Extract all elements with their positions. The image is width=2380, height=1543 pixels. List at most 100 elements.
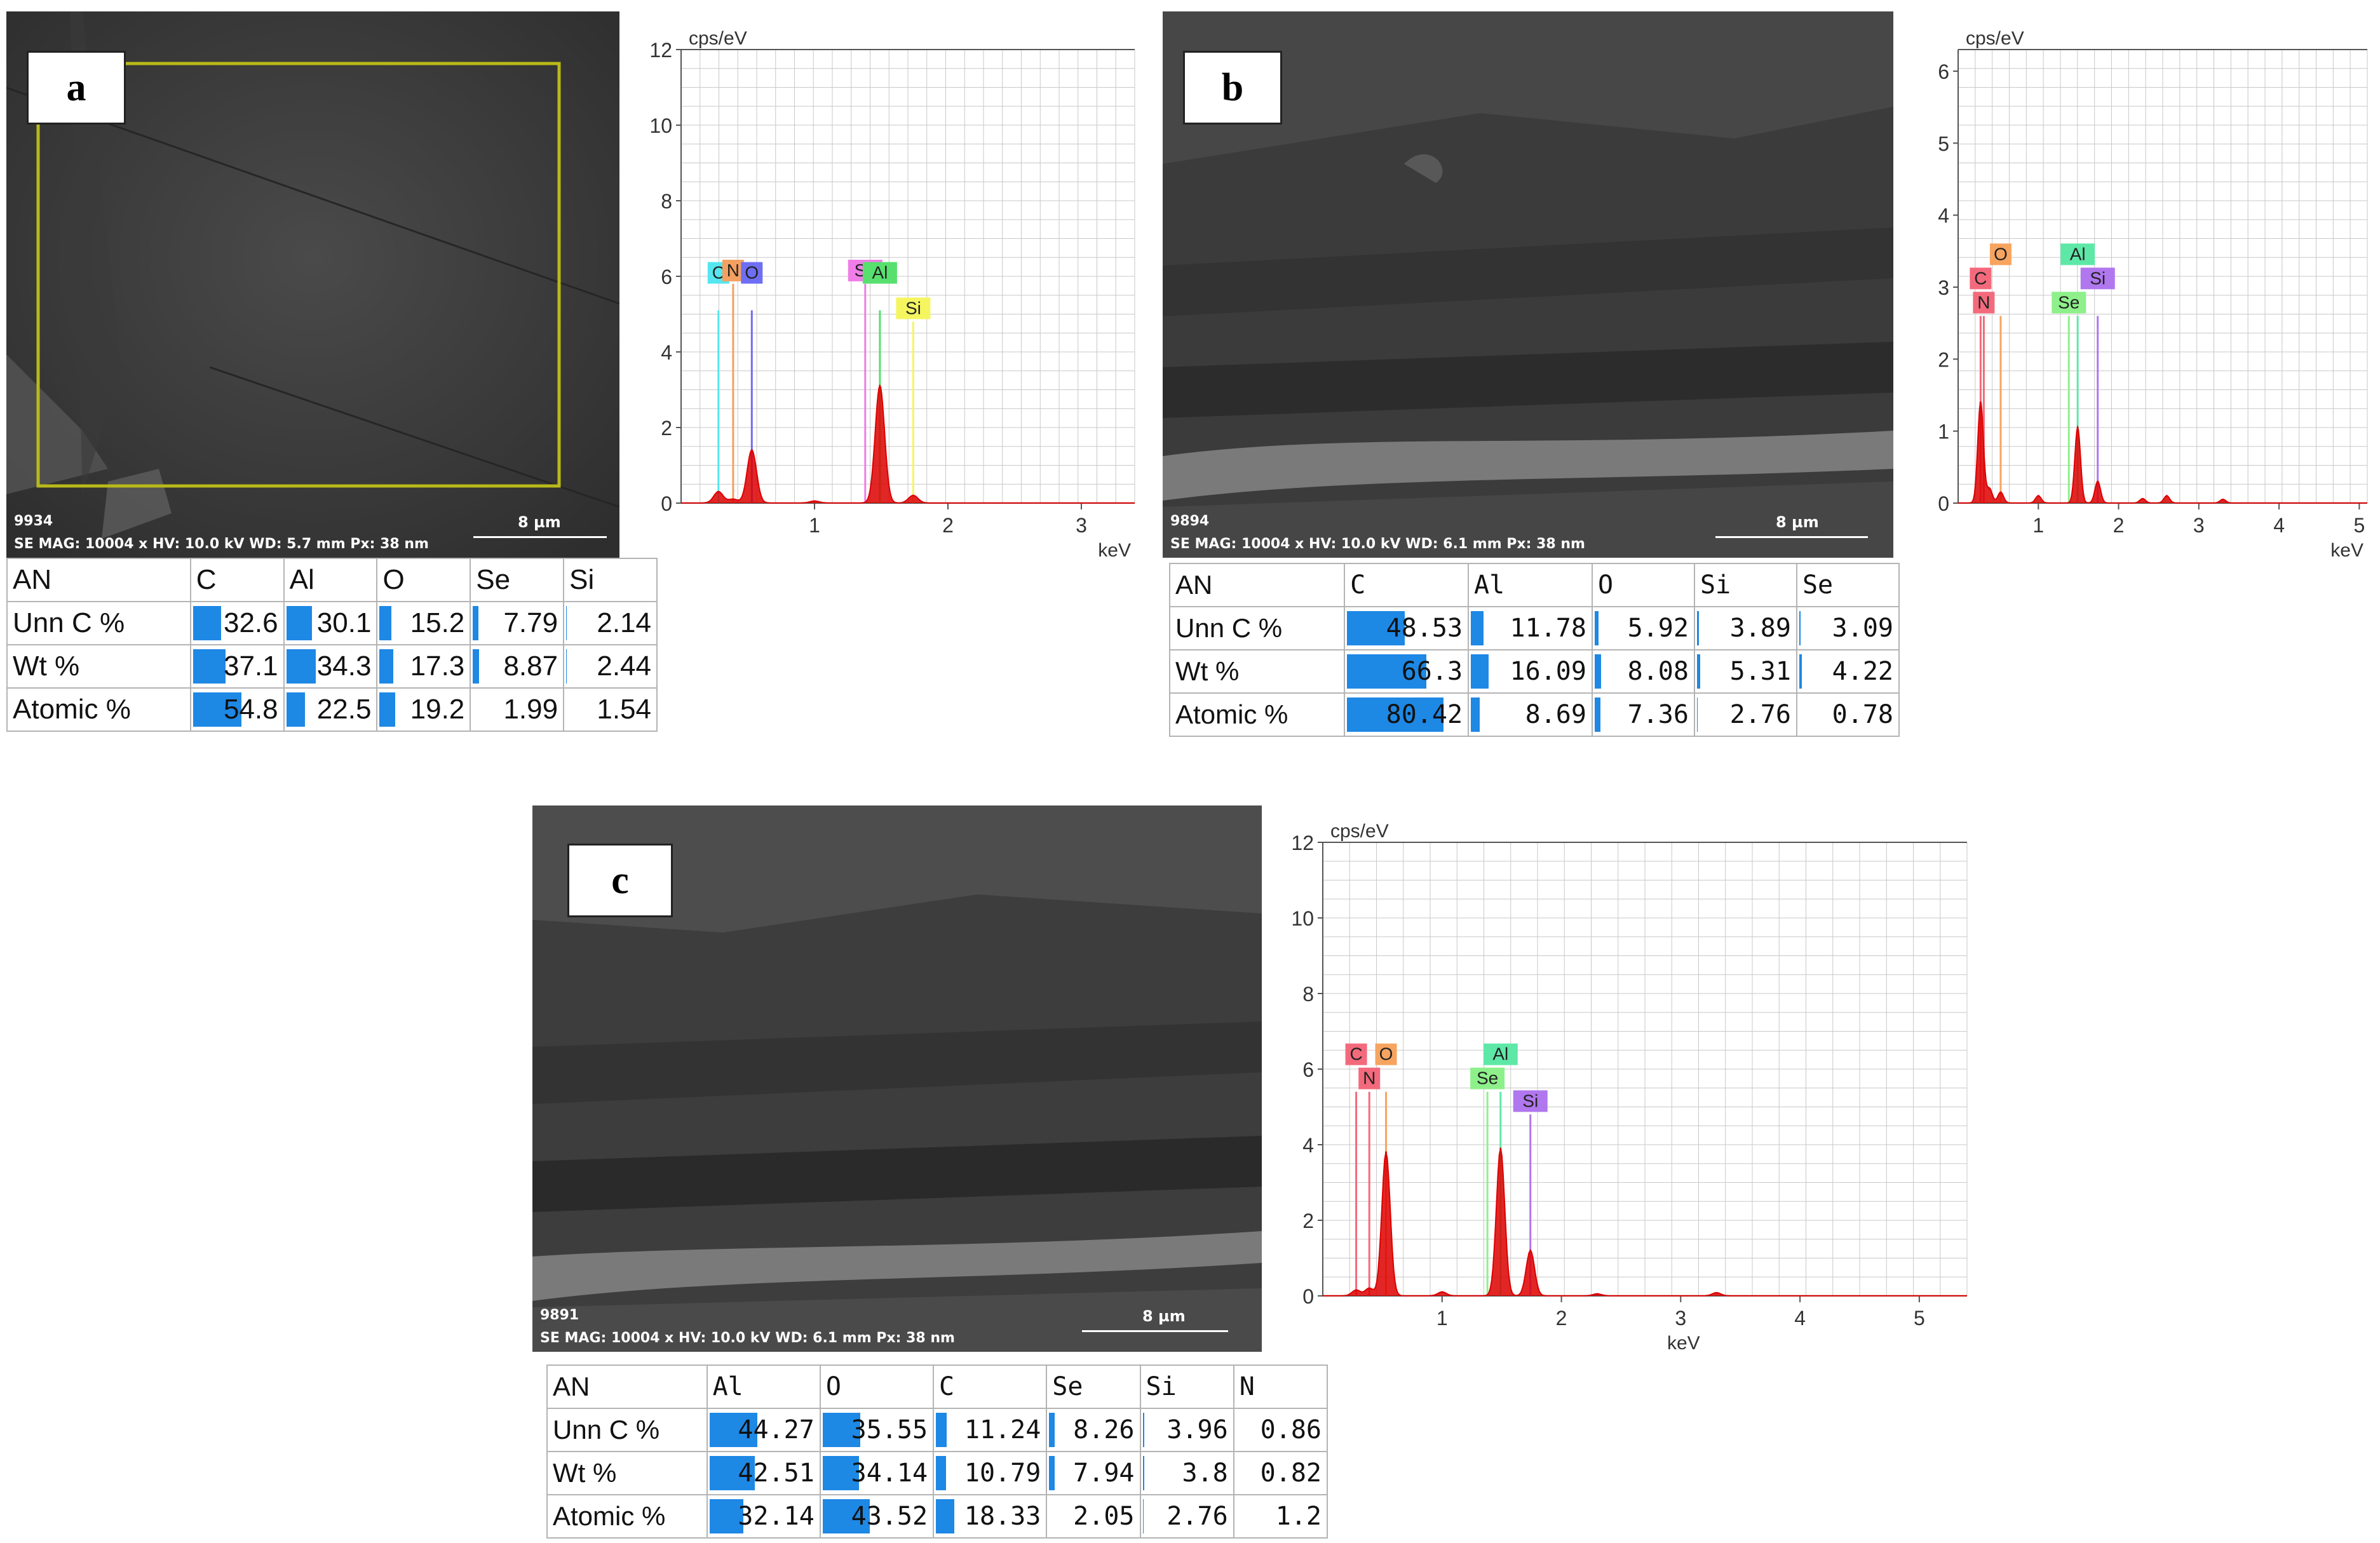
element-tag-label: O bbox=[745, 263, 759, 283]
table-row: Wt % 66.3 16.09 8.08 5.31 4.22 bbox=[1168, 649, 1900, 694]
value-bar bbox=[1799, 654, 1802, 689]
y-axis-label: cps/eV bbox=[689, 28, 747, 49]
value-cell: 22.5 bbox=[283, 687, 378, 732]
value-text: 35.55 bbox=[851, 1415, 928, 1445]
scale-bar bbox=[1082, 1330, 1228, 1332]
spectrum-line bbox=[1958, 401, 2367, 504]
table-header-row: AN Al O C Se Si N bbox=[546, 1364, 1329, 1409]
value-text: 3.09 bbox=[1832, 614, 1893, 643]
value-cell: 66.3 bbox=[1344, 649, 1470, 694]
row-label: Wt % bbox=[1168, 649, 1346, 694]
x-tick-label: 5 bbox=[2353, 514, 2365, 537]
value-bar bbox=[709, 1499, 744, 1533]
sem-info-bar: SE MAG: 10004 x HV: 10.0 kV WD: 6.1 mm P… bbox=[1170, 536, 1585, 552]
value-text: 2.05 bbox=[1073, 1502, 1135, 1531]
header-element: Se bbox=[470, 558, 565, 602]
value-cell: 0.86 bbox=[1233, 1408, 1329, 1452]
value-cell: 10.79 bbox=[933, 1451, 1048, 1495]
peak-point bbox=[912, 494, 914, 497]
value-cell: 8.69 bbox=[1468, 692, 1593, 737]
element-tag-si bbox=[896, 297, 931, 320]
value-cell: 1.54 bbox=[563, 687, 658, 732]
value-bar bbox=[822, 1456, 859, 1490]
table-header-row: AN C Al O Se Si bbox=[6, 558, 658, 602]
peak-point bbox=[1596, 1293, 1599, 1295]
value-cell: 2.76 bbox=[1693, 692, 1797, 737]
header-element: C bbox=[933, 1364, 1048, 1409]
scale-bar bbox=[473, 536, 607, 538]
value-cell: 2.05 bbox=[1046, 1494, 1141, 1539]
quant-table-c: AN Al O C Se Si N Unn C % 44.27 35.55 11.24 8.26 3.9… bbox=[546, 1364, 1329, 1539]
header-element: Si bbox=[1139, 1364, 1234, 1409]
row-label: Atomic % bbox=[1168, 692, 1346, 737]
y-tick-label: 4 bbox=[1938, 205, 1949, 227]
sem-texture-b bbox=[1163, 11, 1893, 558]
peak-point bbox=[1355, 1289, 1358, 1291]
value-cell: 7.79 bbox=[470, 601, 565, 645]
value-text: 1.2 bbox=[1275, 1502, 1322, 1531]
value-text: 5.31 bbox=[1729, 657, 1791, 686]
scale-label: 8 µm bbox=[518, 513, 561, 531]
value-bar bbox=[1799, 611, 1801, 645]
peak-point bbox=[2141, 497, 2144, 500]
value-bar bbox=[822, 1413, 861, 1447]
value-text: 42.51 bbox=[738, 1459, 815, 1488]
element-tag-al bbox=[2060, 243, 2095, 266]
value-text: 2.44 bbox=[597, 650, 651, 682]
header-element: Se bbox=[1046, 1364, 1141, 1409]
value-cell: 2.76 bbox=[1139, 1494, 1234, 1539]
value-cell: 5.92 bbox=[1591, 606, 1695, 650]
y-tick-label: 8 bbox=[1302, 983, 1314, 1006]
element-tag-si bbox=[1513, 1090, 1548, 1112]
value-bar bbox=[709, 1456, 755, 1490]
value-cell: 11.24 bbox=[933, 1408, 1048, 1452]
value-cell: 4.22 bbox=[1795, 649, 1900, 694]
header-element: O bbox=[819, 1364, 935, 1409]
sem-image-id: 9891 bbox=[540, 1307, 579, 1323]
value-text: 80.42 bbox=[1386, 700, 1463, 729]
peak-point bbox=[879, 385, 881, 387]
peak-point bbox=[1979, 401, 1982, 403]
value-text: 7.36 bbox=[1627, 700, 1689, 729]
value-bar bbox=[936, 1499, 955, 1533]
value-bar bbox=[1696, 654, 1701, 689]
value-bar bbox=[1594, 611, 1599, 645]
value-cell: 3.96 bbox=[1139, 1408, 1234, 1452]
y-tick-label: 0 bbox=[1938, 492, 1949, 515]
x-tick-label: 3 bbox=[1076, 514, 1087, 537]
value-text: 8.87 bbox=[503, 650, 558, 682]
value-text: 54.8 bbox=[223, 694, 278, 725]
element-tag-label: Al bbox=[872, 263, 888, 283]
x-tick-label: 2 bbox=[2113, 514, 2125, 537]
element-tag-label: N bbox=[1977, 292, 1990, 312]
value-text: 1.99 bbox=[503, 694, 558, 725]
header-element: Si bbox=[563, 558, 658, 602]
value-cell: 32.6 bbox=[189, 601, 285, 645]
y-axis-label: cps/eV bbox=[1330, 821, 1389, 842]
value-text: 8.08 bbox=[1627, 657, 1689, 686]
value-cell: 37.1 bbox=[189, 644, 285, 689]
value-text: 18.33 bbox=[964, 1502, 1041, 1531]
value-cell: 1.99 bbox=[470, 687, 565, 732]
y-tick-label: 12 bbox=[1291, 832, 1314, 854]
element-tag-label: Si bbox=[2090, 268, 2106, 288]
value-bar bbox=[193, 692, 242, 727]
peak-point bbox=[1988, 487, 1991, 490]
value-bar bbox=[379, 606, 392, 640]
element-tag-label: C bbox=[1349, 1044, 1362, 1064]
value-bar bbox=[286, 649, 316, 684]
value-cell: 16.09 bbox=[1468, 649, 1593, 694]
value-cell: 30.1 bbox=[283, 601, 378, 645]
value-text: 3.96 bbox=[1166, 1415, 1228, 1445]
table-row: Unn C % 48.53 11.78 5.92 3.89 3.09 bbox=[1168, 606, 1900, 650]
table-row: Atomic % 32.14 43.52 18.33 2.05 2.76 1.2 bbox=[546, 1494, 1329, 1539]
header-element: N bbox=[1233, 1364, 1329, 1409]
element-tag-o bbox=[1375, 1043, 1397, 1065]
peak-point bbox=[1529, 1250, 1532, 1252]
value-bar bbox=[566, 649, 567, 684]
value-text: 17.3 bbox=[410, 650, 465, 682]
row-label: Wt % bbox=[6, 644, 191, 689]
value-cell: 2.14 bbox=[563, 601, 658, 645]
value-cell: 17.3 bbox=[376, 644, 471, 689]
element-tag-o bbox=[1989, 243, 2012, 266]
